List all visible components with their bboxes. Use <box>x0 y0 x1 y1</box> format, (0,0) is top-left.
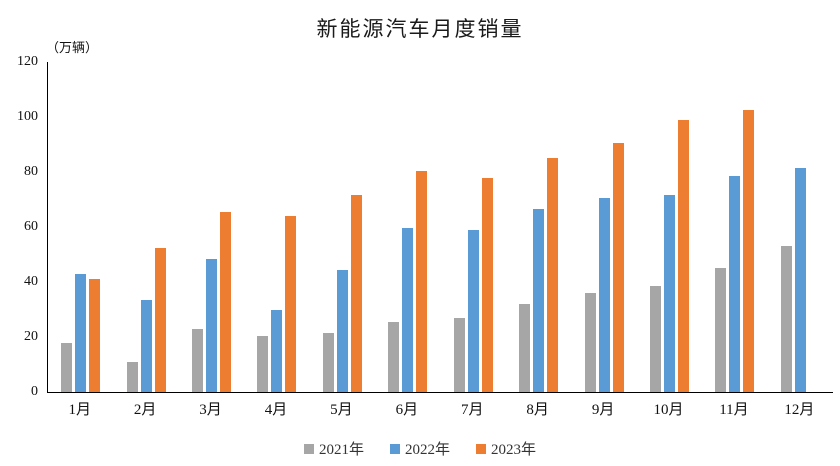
bar-group-6月 <box>375 62 440 392</box>
x-tick-label-5月: 5月 <box>330 402 353 418</box>
legend-item-2021年: 2021年 <box>303 438 364 459</box>
bar-group-7月 <box>441 62 506 392</box>
x-tick-label-7月: 7月 <box>460 402 484 418</box>
bar-group-11月 <box>702 62 767 392</box>
bar-2022年-5月 <box>336 269 348 392</box>
bar-2021年-7月 <box>453 317 465 392</box>
legend-item-2022年: 2022年 <box>389 438 450 459</box>
bar-2021年-3月 <box>192 328 204 392</box>
x-axis: 1月 2月 3月 4月 5月 6月 7月 8月 9月 10月 11月 12月 <box>47 398 832 419</box>
bar-2023年-7月 <box>481 177 493 392</box>
bar-2023年-9月 <box>612 143 624 392</box>
bar-2021年-8月 <box>519 304 531 392</box>
x-tick-label-4月: 4月 <box>264 402 288 418</box>
bar-2023年-11月 <box>743 110 755 392</box>
chart-title: 新能源汽车月度销量 <box>316 17 524 41</box>
bar-2021年-1月 <box>61 342 73 392</box>
bar-2022年-6月 <box>402 228 414 392</box>
y-tick-label: 20 <box>24 329 38 344</box>
legend-label: 2023年 <box>491 442 537 458</box>
bar-2021年-10月 <box>650 286 661 392</box>
bar-group-10月 <box>637 62 702 392</box>
bar-group-4月 <box>244 62 309 392</box>
bar-2023年-4月 <box>285 216 297 392</box>
bar-group-5月 <box>310 62 375 392</box>
bar-2023年-10月 <box>678 119 689 392</box>
legend: 2021年 2022年 2023年 <box>0 438 840 459</box>
bar-2023年-8月 <box>547 158 559 392</box>
legend-swatch-icon <box>476 443 486 454</box>
bar-2023年-1月 <box>89 279 101 392</box>
x-tick-label-10月: 10月 <box>653 402 684 418</box>
y-tick-label: 80 <box>24 164 38 179</box>
bar-group-3月 <box>179 62 244 392</box>
legend-swatch-icon <box>389 443 400 454</box>
y-tick-label: 120 <box>17 54 38 69</box>
bar-2021年-5月 <box>322 332 334 392</box>
bar-2022年-3月 <box>206 258 218 392</box>
x-tick-label-12月: 12月 <box>784 402 815 418</box>
legend-item-2023年: 2023年 <box>476 438 536 459</box>
bar-2022年-1月 <box>75 273 87 392</box>
bar-2022年-8月 <box>533 209 545 392</box>
bar-2021年-12月 <box>780 246 792 392</box>
bar-2021年-2月 <box>126 361 138 392</box>
x-tick-label-11月: 11月 <box>719 402 749 418</box>
bar-group-8月 <box>506 62 571 392</box>
bar-group-12月 <box>768 62 833 392</box>
plot-area <box>47 62 833 393</box>
bar-2022年-11月 <box>729 176 741 392</box>
bar-2022年-2月 <box>140 299 152 392</box>
y-axis-unit-label: （万辆） <box>46 40 99 55</box>
bar-2022年-10月 <box>664 195 675 392</box>
x-tick-label-1月: 1月 <box>68 402 91 418</box>
y-tick-label: 100 <box>17 109 38 124</box>
x-tick-label-8月: 8月 <box>526 402 549 418</box>
bar-2021年-6月 <box>388 321 400 392</box>
bar-2022年-9月 <box>598 198 610 392</box>
y-tick-label: 0 <box>31 384 38 399</box>
x-tick-label-9月: 9月 <box>591 402 615 418</box>
legend-label: 2021年 <box>318 442 364 458</box>
bar-2023年-3月 <box>220 211 232 392</box>
bar-2021年-11月 <box>715 268 727 392</box>
legend-swatch-icon <box>303 443 314 454</box>
x-tick-label-6月: 6月 <box>395 402 419 418</box>
bar-2022年-4月 <box>271 309 283 392</box>
bar-2023年-2月 <box>154 247 166 392</box>
x-tick-label-2月: 2月 <box>133 402 157 418</box>
legend-label: 2022年 <box>404 442 450 458</box>
bar-2022年-7月 <box>467 229 479 392</box>
bar-2021年-9月 <box>584 293 596 392</box>
bar-2021年-4月 <box>257 335 269 392</box>
x-tick-label-3月: 3月 <box>199 402 222 418</box>
y-tick-label: 60 <box>24 219 38 234</box>
y-axis: 0 20 40 60 80 100 120 <box>0 0 38 466</box>
y-tick-label: 40 <box>24 274 38 289</box>
bar-group-9月 <box>571 62 636 392</box>
bar-group-1月 <box>48 62 113 392</box>
bar-2022年-12月 <box>794 167 806 392</box>
bar-2023年-5月 <box>350 195 362 392</box>
bar-group-2月 <box>113 62 178 392</box>
bar-2023年-6月 <box>416 170 428 392</box>
